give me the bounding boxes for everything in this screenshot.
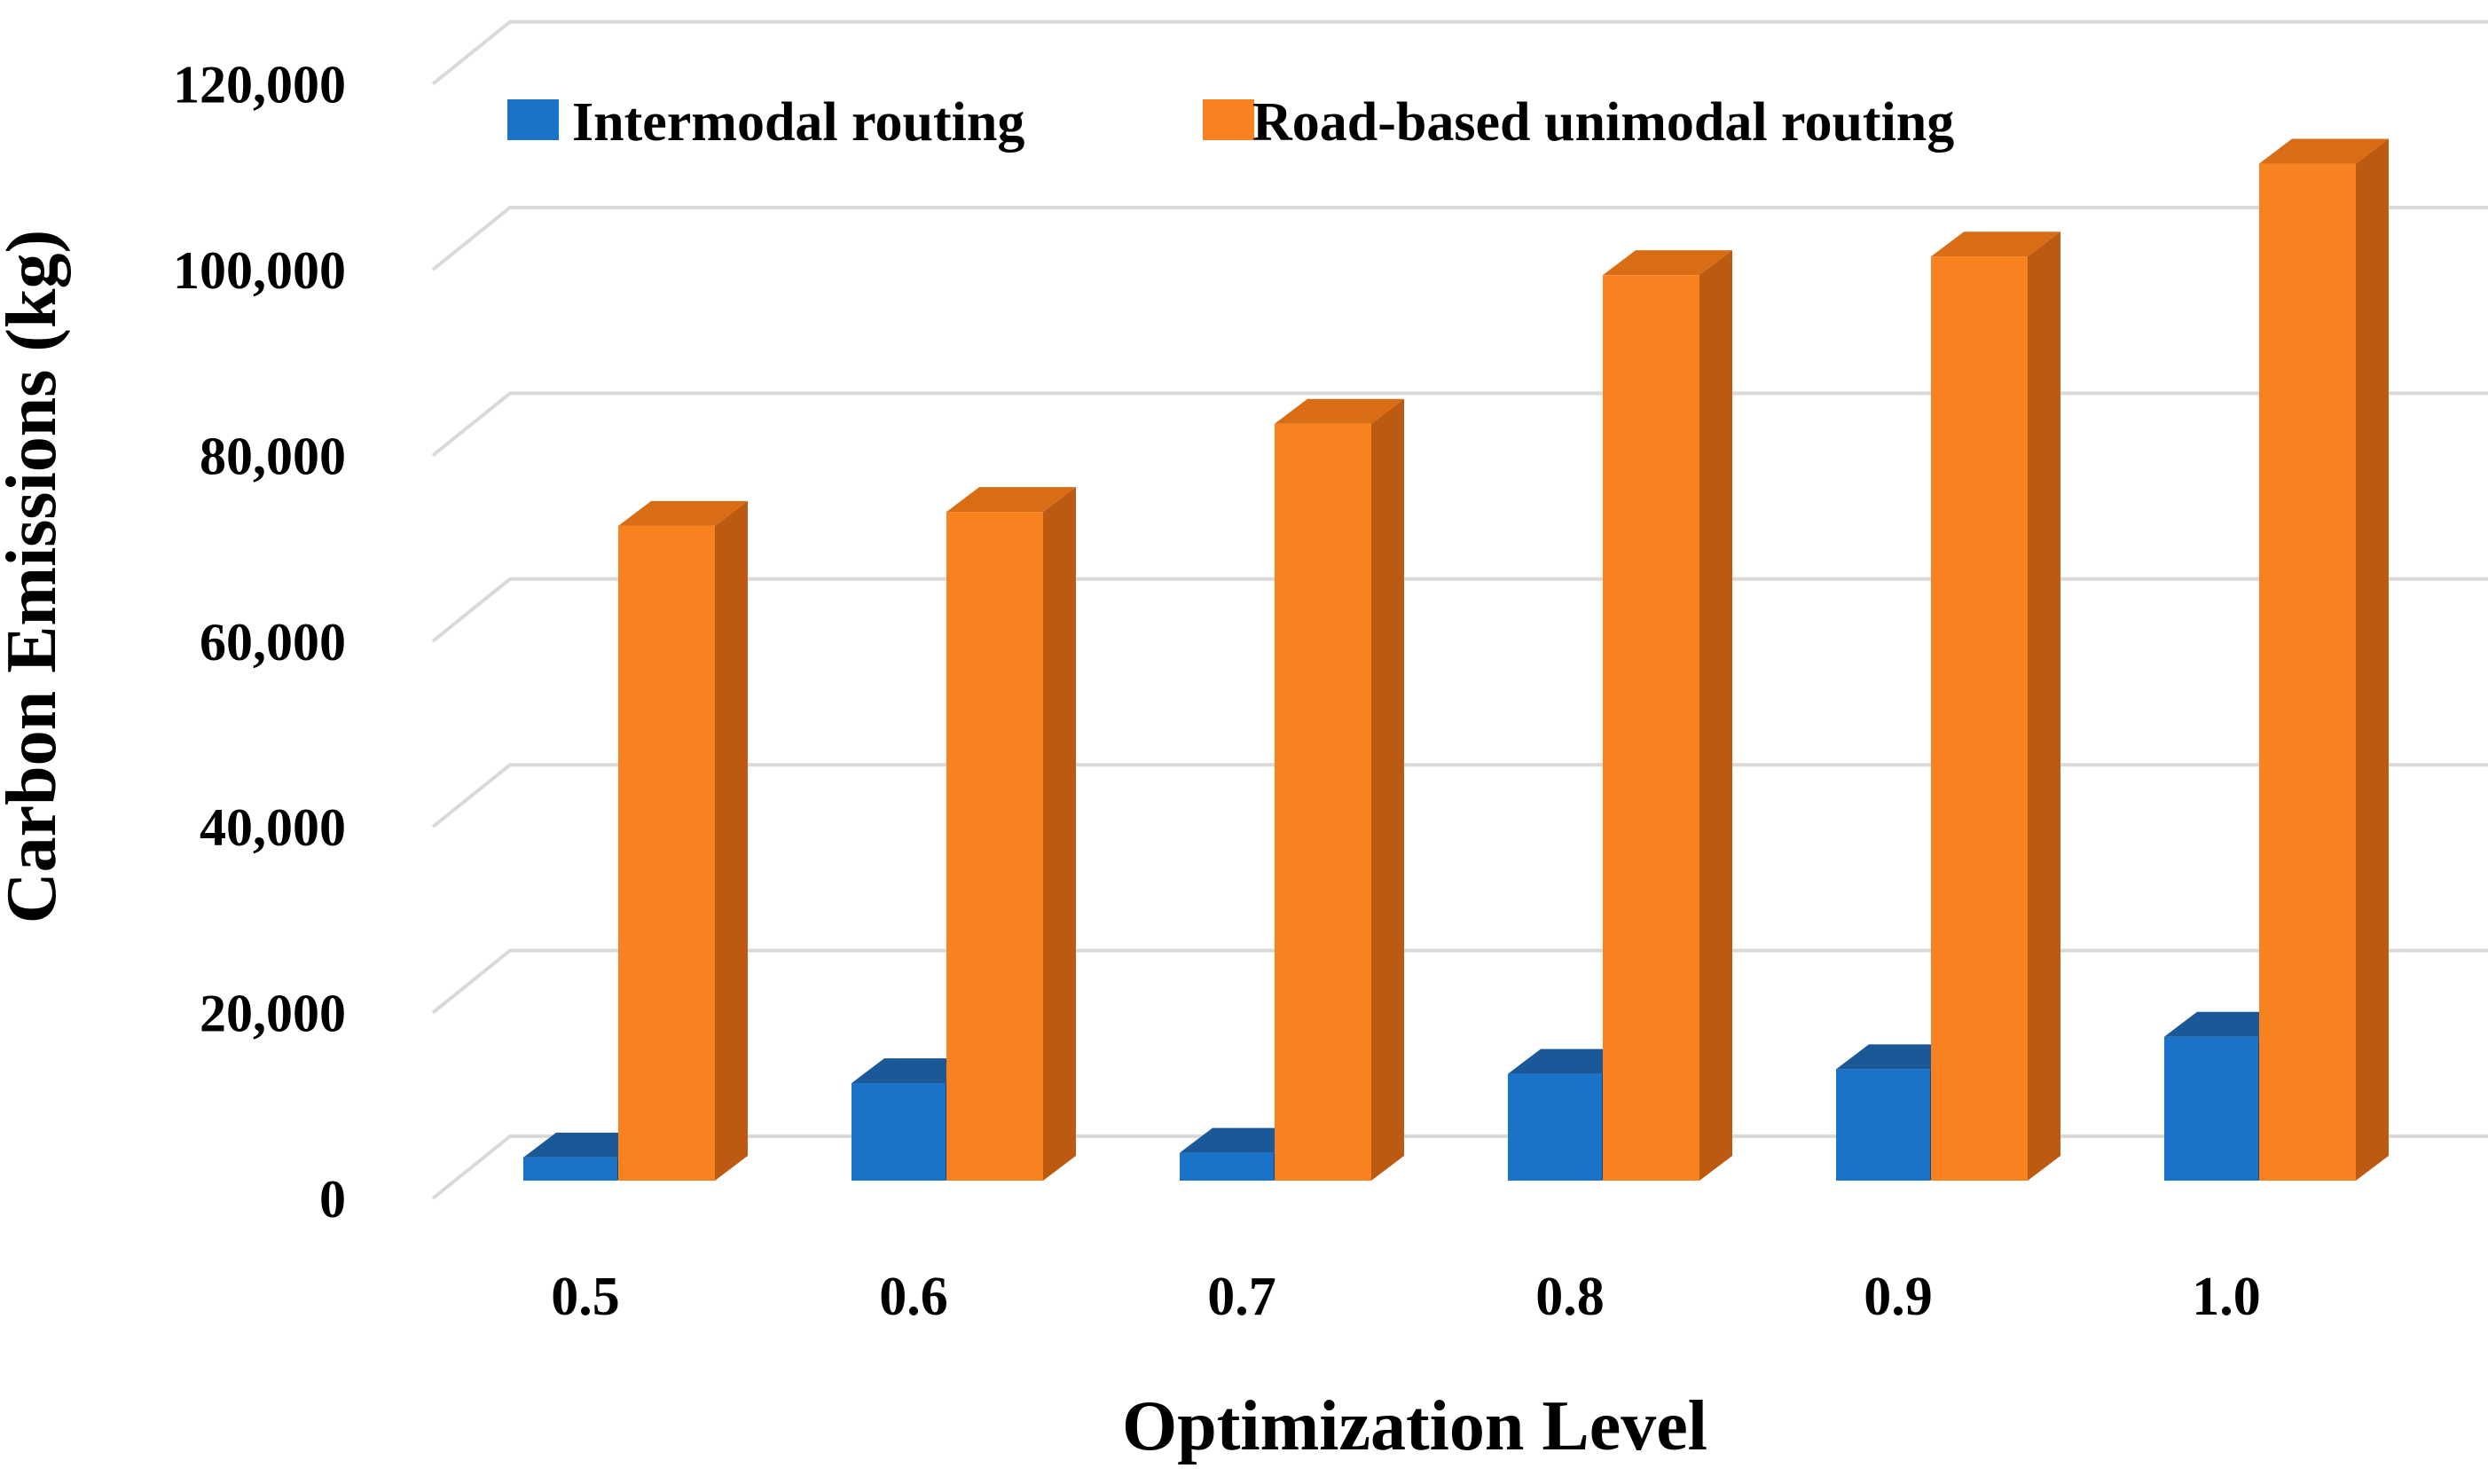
- bar-intermodal-0.7-front-face: [1180, 1152, 1274, 1181]
- bar-road-unimodal-0.5: [618, 500, 748, 1181]
- y-tick-label-80,000: 80,000: [200, 427, 346, 485]
- bar-road-unimodal-1.0: [2259, 138, 2389, 1181]
- legend-swatch-intermodal: [507, 99, 559, 140]
- bar-road-unimodal-0.7-side-face: [1371, 398, 1404, 1181]
- bar-intermodal-0.5-front-face: [523, 1157, 617, 1181]
- legend-swatch-road-unimodal: [1203, 99, 1254, 140]
- gridlines: [431, 20, 2488, 1200]
- y-tick-label-60,000: 60,000: [200, 613, 346, 671]
- bar-road-unimodal-0.9-top-face: [1931, 232, 2060, 257]
- x-tick-label-0.6: 0.6: [879, 1267, 948, 1327]
- x-tick-label-0.7: 0.7: [1207, 1267, 1276, 1327]
- bar-road-unimodal-0.6-top-face: [946, 487, 1076, 513]
- gridline-20,000: [431, 948, 2488, 1015]
- bar-road-unimodal-0.6-side-face: [1043, 487, 1076, 1181]
- gridline-40,000: [431, 763, 2488, 828]
- x-tick-label-1.0: 1.0: [2192, 1267, 2261, 1327]
- x-tick-label-0.5: 0.5: [551, 1267, 620, 1327]
- bar-road-unimodal-0.9-front-face: [1931, 256, 2028, 1181]
- bar-road-unimodal-0.9: [1931, 232, 2060, 1181]
- bar-intermodal-0.8-front-face: [1508, 1073, 1602, 1181]
- bar-road-unimodal-1.0-front-face: [2259, 163, 2356, 1181]
- y-tick-label-120,000: 120,000: [173, 56, 346, 114]
- bar-road-unimodal-0.7-top-face: [1275, 398, 1404, 424]
- bar-road-unimodal-0.5-side-face: [715, 500, 748, 1181]
- gridline-80,000: [431, 391, 2488, 457]
- bar-road-unimodal-1.0-side-face: [2356, 138, 2389, 1181]
- x-axis-title: Optimization Level: [1122, 1387, 1707, 1465]
- gridline-60,000: [431, 577, 2488, 643]
- x-tick-label-0.9: 0.9: [1864, 1267, 1933, 1327]
- gridline-120,000: [431, 20, 2488, 86]
- y-axis-title: Carbon Emissions (kg): [0, 230, 71, 923]
- y-tick-label-40,000: 40,000: [200, 798, 346, 857]
- bar-road-unimodal-0.8-front-face: [1603, 275, 1699, 1181]
- bar-intermodal-0.6-front-face: [852, 1083, 946, 1181]
- y-tick-label-0: 0: [319, 1170, 346, 1229]
- bar-road-unimodal-0.5-top-face: [618, 500, 748, 526]
- bar-road-unimodal-0.8-top-face: [1603, 250, 1732, 276]
- bar-intermodal-1.0-front-face: [2164, 1036, 2258, 1181]
- bar-road-unimodal-0.9-side-face: [2028, 232, 2060, 1181]
- y-tick-label-20,000: 20,000: [200, 985, 346, 1043]
- y-tick-label-100,000: 100,000: [173, 241, 346, 300]
- bar-road-unimodal-0.7-front-face: [1275, 423, 1371, 1181]
- bar-road-unimodal-1.0-top-face: [2259, 138, 2389, 164]
- gridline-100,000: [431, 206, 2488, 271]
- bar-road-unimodal-0.6: [946, 487, 1076, 1181]
- bar-road-unimodal-0.5-front-face: [618, 525, 715, 1181]
- x-tick-label-0.8: 0.8: [1535, 1267, 1605, 1327]
- y-axis-tick-labels: 0 20,000 40,000 60,000 80,000 100,000 120,000: [173, 56, 346, 1229]
- bar-road-unimodal-0.7: [1275, 398, 1404, 1181]
- x-axis-category-labels: 0.5 0.6 0.7 0.8 0.9 1.0: [551, 1267, 2261, 1327]
- bar-road-unimodal-0.8: [1603, 250, 1732, 1181]
- bar-series: [523, 138, 2389, 1181]
- bar-intermodal-0.9-front-face: [1836, 1069, 1930, 1181]
- legend-label-road-unimodal: Road-based unimodal routing: [1252, 92, 1954, 153]
- bar-road-unimodal-0.6-front-face: [946, 512, 1043, 1181]
- legend: Intermodal routing Road-based unimodal r…: [507, 92, 1954, 153]
- gridline-0: [431, 1135, 2488, 1200]
- bar-road-unimodal-0.8-side-face: [1699, 250, 1732, 1181]
- legend-label-intermodal: Intermodal routing: [572, 92, 1024, 153]
